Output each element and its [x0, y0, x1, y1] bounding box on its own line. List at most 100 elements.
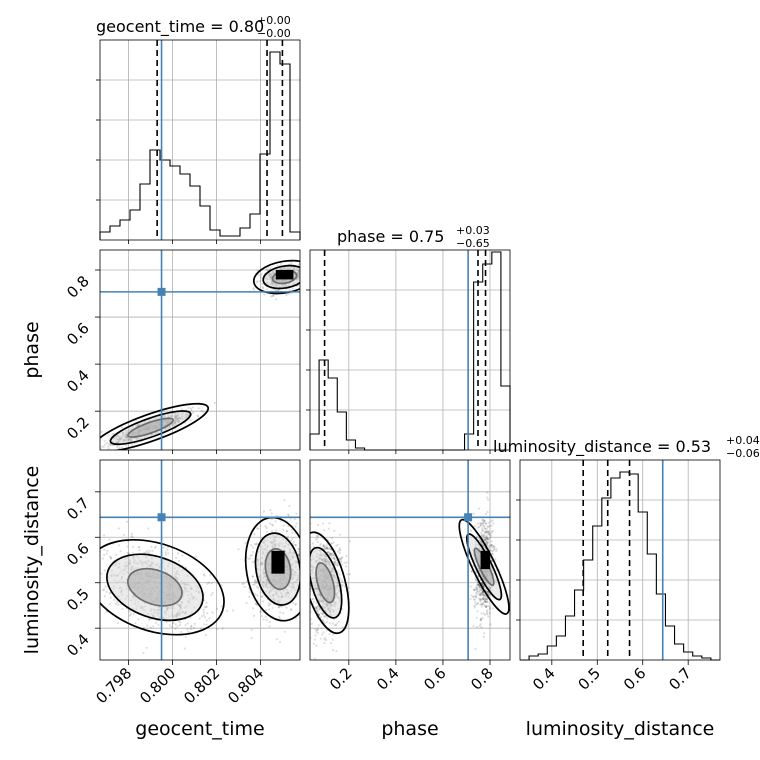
scatter-point — [341, 583, 344, 587]
scatter-point — [316, 631, 319, 635]
scatter-point — [480, 581, 484, 584]
scatter-point — [490, 540, 493, 543]
scatter-point — [479, 524, 482, 527]
scatter-point — [479, 603, 482, 606]
scatter-point — [174, 623, 177, 626]
scatter-point — [489, 606, 492, 609]
scatter-point — [489, 623, 492, 626]
scatter-point — [278, 615, 281, 618]
scatter-point — [484, 531, 487, 534]
scatter-point — [105, 552, 108, 555]
scatter-point — [481, 535, 484, 538]
scatter-point — [482, 519, 485, 522]
scatter-point — [204, 605, 207, 608]
scatter-point — [319, 608, 322, 611]
scatter-point — [285, 530, 288, 533]
scatter-point — [329, 641, 332, 645]
scatter-point — [479, 540, 483, 543]
scatter-point — [108, 538, 111, 541]
scatter-point — [345, 561, 349, 564]
scatter-point — [484, 600, 487, 603]
scatter-point — [485, 531, 488, 534]
scatter-point — [334, 563, 337, 566]
scatter-point — [314, 607, 318, 610]
scatter-point — [479, 540, 483, 543]
scatter-point — [490, 532, 493, 535]
scatter-point — [165, 620, 168, 624]
scatter-point — [485, 596, 488, 599]
scatter-point — [103, 569, 106, 572]
scatter-point — [269, 508, 272, 512]
scatter-point — [343, 585, 346, 588]
scatter-point — [286, 513, 290, 516]
scatter-point — [481, 602, 484, 606]
scatter-point — [321, 619, 324, 622]
scatter-point — [317, 608, 321, 611]
scatter-point — [171, 622, 174, 625]
scatter-point — [479, 593, 482, 596]
scatter-point — [316, 628, 319, 632]
scatter-point — [480, 527, 484, 530]
scatter-point — [486, 538, 490, 541]
scatter-point — [484, 613, 487, 616]
x-axis-label-geocent-time: geocent_time — [135, 718, 264, 740]
scatter-point — [148, 549, 151, 552]
scatter-point — [256, 594, 259, 597]
scatter-point — [326, 617, 329, 620]
scatter-point — [474, 579, 477, 582]
scatter-point — [484, 538, 487, 542]
scatter-point — [335, 562, 338, 565]
scatter-point — [475, 535, 478, 538]
scatter-point — [484, 594, 487, 598]
scatter-point — [470, 594, 473, 597]
scatter-point — [289, 539, 293, 542]
scatter-point — [314, 538, 318, 541]
scatter-point — [478, 624, 481, 627]
scatter-point — [103, 595, 106, 598]
scatter-point — [270, 523, 274, 526]
scatter-point — [109, 443, 113, 446]
scatter-point — [207, 581, 211, 584]
scatter-point — [322, 544, 325, 547]
scatter-point — [176, 625, 179, 628]
scatter-point — [494, 558, 497, 561]
scatter-point — [115, 600, 119, 603]
scatter-point — [295, 512, 298, 515]
scatter-point — [480, 522, 483, 525]
scatter-point — [185, 566, 188, 569]
scatter-point — [316, 604, 320, 608]
scatter-point — [484, 539, 487, 542]
scatter-point — [321, 612, 324, 615]
pair-content — [100, 259, 300, 450]
scatter-point — [268, 620, 271, 624]
scatter-point — [473, 588, 476, 591]
scatter-point — [473, 588, 476, 592]
scatter-point — [120, 426, 124, 429]
scatter-point — [154, 545, 158, 548]
scatter-point — [265, 288, 269, 291]
scatter-point — [486, 530, 490, 533]
scatter-point — [325, 620, 329, 624]
scatter-point — [315, 606, 318, 609]
scatter-point — [487, 615, 490, 618]
scatter-point — [479, 597, 483, 601]
scatter-point — [243, 585, 246, 588]
panel-hist-geocent_time — [96, 39, 301, 241]
scatter-point — [482, 597, 485, 601]
scatter-point — [191, 411, 195, 414]
scatter-point — [492, 522, 495, 525]
scatter-point — [487, 605, 490, 608]
scatter-point — [474, 603, 478, 606]
scatter-point — [484, 537, 487, 540]
scatter-point — [178, 620, 181, 623]
density-contour — [100, 538, 225, 636]
scatter-point — [327, 551, 330, 554]
scatter-point — [478, 586, 481, 589]
scatter-point — [170, 625, 174, 628]
scatter-point — [267, 602, 270, 605]
scatter-point — [478, 584, 481, 587]
scatter-point — [216, 628, 219, 631]
scatter-point — [487, 531, 491, 534]
scatter-point — [105, 441, 108, 445]
scatter-point — [483, 600, 486, 603]
